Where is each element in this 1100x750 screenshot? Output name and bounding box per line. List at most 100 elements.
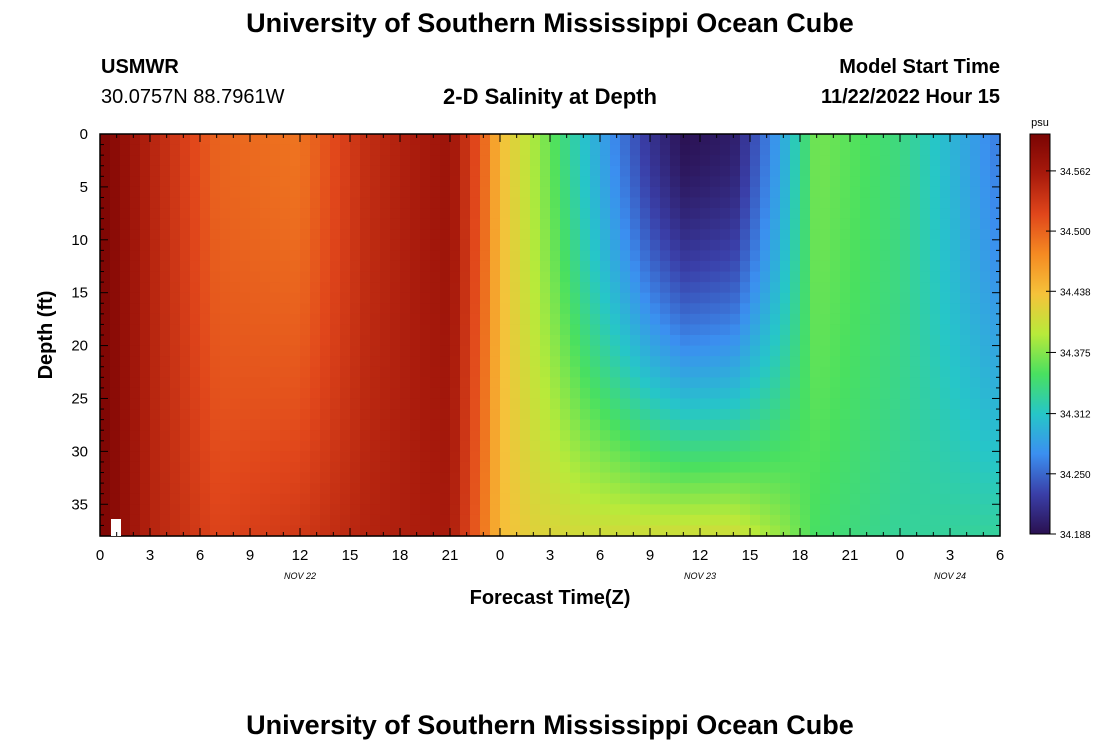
heatmap-cell: [410, 387, 421, 400]
heatmap-cell: [960, 197, 971, 209]
heatmap-cell: [960, 303, 971, 315]
heatmap-cell: [210, 377, 221, 389]
heatmap-cell: [650, 472, 661, 484]
heatmap-cell: [390, 483, 401, 495]
heatmap-cell: [320, 324, 331, 336]
heatmap-cell: [640, 229, 651, 241]
heatmap-cell: [770, 218, 781, 230]
heatmap-cell: [120, 504, 131, 516]
heatmap-cell: [890, 387, 901, 400]
heatmap-cell: [270, 461, 281, 474]
heatmap-cell: [220, 260, 231, 273]
heatmap-cell: [630, 134, 641, 146]
heatmap-cell: [460, 398, 471, 410]
heatmap-cell: [700, 250, 711, 262]
heatmap-cell: [340, 366, 351, 378]
heatmap-cell: [200, 430, 211, 442]
heatmap-cell: [530, 282, 541, 294]
heatmap-cell: [200, 134, 211, 146]
heatmap-cell: [530, 366, 541, 378]
heatmap-cell: [620, 483, 631, 495]
heatmap-cell: [300, 430, 311, 442]
heatmap-cell: [220, 493, 231, 505]
heatmap-cell: [570, 197, 581, 209]
heatmap-cell: [860, 461, 871, 474]
heatmap-cell: [660, 292, 671, 304]
heatmap-cell: [940, 345, 951, 357]
heatmap-cell: [370, 218, 381, 230]
heatmap-cell: [300, 324, 311, 336]
heatmap-cell: [560, 525, 571, 537]
heatmap-cell: [490, 366, 501, 378]
heatmap-cell: [510, 250, 521, 262]
heatmap-cell: [710, 208, 721, 220]
heatmap-cell: [510, 197, 521, 209]
heatmap-cell: [570, 324, 581, 336]
heatmap-cell: [160, 398, 171, 410]
heatmap-cell: [110, 260, 121, 273]
heatmap-cell: [180, 366, 191, 378]
heatmap-cell: [190, 134, 201, 146]
heatmap-cell: [170, 345, 181, 357]
heatmap-cell: [550, 345, 561, 357]
heatmap-cell: [330, 345, 341, 357]
heatmap-cell: [830, 387, 841, 400]
heatmap-cell: [730, 134, 741, 146]
heatmap-cell: [800, 176, 811, 188]
heatmap-cell: [170, 419, 181, 431]
heatmap-cell: [910, 324, 921, 336]
heatmap-cell: [220, 377, 231, 389]
heatmap-cell: [620, 271, 631, 283]
heatmap-cell: [560, 186, 571, 199]
heatmap-cell: [440, 303, 451, 315]
heatmap-cell: [910, 472, 921, 484]
heatmap-cell: [700, 239, 711, 251]
heatmap-cell: [800, 409, 811, 421]
heatmap-cell: [130, 398, 141, 410]
heatmap-cell: [760, 504, 771, 516]
heatmap-cell: [520, 324, 531, 336]
heatmap-cell: [260, 366, 271, 378]
heatmap-cell: [320, 472, 331, 484]
heatmap-cell: [740, 197, 751, 209]
heatmap-cell: [120, 345, 131, 357]
heatmap-cell: [160, 282, 171, 294]
heatmap-cell: [280, 356, 291, 368]
heatmap-cell: [570, 483, 581, 495]
heatmap-cell: [540, 335, 551, 347]
heatmap-cell: [330, 303, 341, 315]
heatmap-cell: [210, 271, 221, 283]
heatmap-cell: [730, 335, 741, 347]
heatmap-cell: [500, 303, 511, 315]
heatmap-cell: [360, 324, 371, 336]
heatmap-cell: [720, 387, 731, 400]
heatmap-cell: [460, 176, 471, 188]
heatmap-cell: [230, 155, 241, 167]
heatmap-cell: [360, 472, 371, 484]
heatmap-cell: [980, 165, 991, 177]
heatmap-cell: [200, 419, 211, 431]
heatmap-cell: [120, 197, 131, 209]
heatmap-cell: [900, 324, 911, 336]
heatmap-cell: [800, 313, 811, 326]
heatmap-cell: [490, 483, 501, 495]
heatmap-cell: [140, 461, 151, 474]
heatmap-cell: [540, 398, 551, 410]
heatmap-cell: [690, 451, 701, 463]
heatmap-cell: [730, 313, 741, 326]
heatmap-cell: [800, 134, 811, 146]
heatmap-cell: [650, 229, 661, 241]
heatmap-cell: [730, 387, 741, 400]
heatmap-cell: [860, 356, 871, 368]
heatmap-cell: [510, 409, 521, 421]
heatmap-cell: [660, 366, 671, 378]
heatmap-cell: [180, 398, 191, 410]
heatmap-cell: [320, 218, 331, 230]
heatmap-cell: [710, 335, 721, 347]
heatmap-cell: [250, 493, 261, 505]
heatmap-cell: [890, 165, 901, 177]
heatmap-cell: [510, 398, 521, 410]
heatmap-cell: [160, 493, 171, 505]
heatmap-cell: [100, 366, 111, 378]
heatmap-cell: [140, 430, 151, 442]
